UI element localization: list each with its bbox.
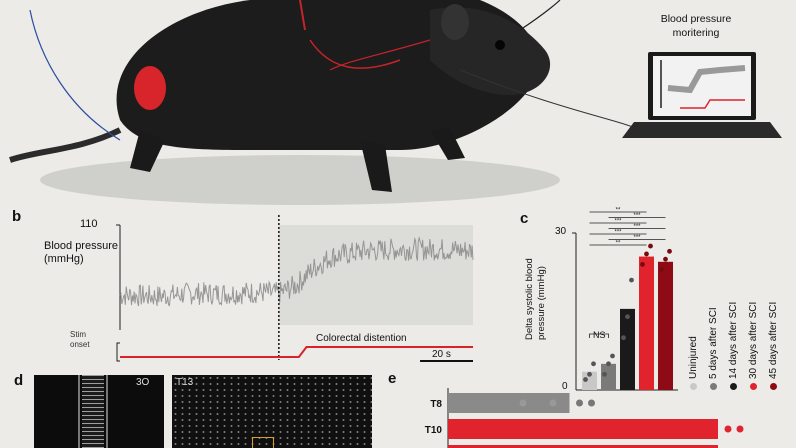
bar-3-point-0 [640,262,645,267]
hbar-2 [448,445,718,448]
ns-bracket [589,333,609,338]
bar-4-point-1 [663,256,668,262]
hbar-0-inner-point-1 [549,399,557,407]
panel-b-event-label: Colorectal distention [316,333,407,344]
hbar-0-point-1 [588,399,595,407]
bar-2-point-0 [621,335,626,341]
panel-b-letter: b [12,208,22,225]
bar-1 [601,363,616,390]
bar-3 [639,256,654,390]
bar-0-point-1 [587,371,592,377]
sig-mark-1: *** [633,235,641,241]
sig-mark-0: ** [616,241,621,247]
panel-c-y-tick-bottom: 0 [562,381,568,392]
blood-pressure-trace [116,215,474,362]
bar-1-point-0 [602,371,607,377]
sig-mark-6: ** [616,208,621,214]
bar-0-point-2 [591,361,596,367]
bar-4-point-0 [659,267,664,273]
bp-series-line [119,236,474,307]
legend-label: 14 days after SCI [728,301,739,379]
legend-label: Uninjured [688,336,699,379]
bar-4 [658,261,673,390]
hbar-1 [448,419,718,439]
bar-3-point-2 [648,243,653,249]
panel-e-letter: e [388,370,397,387]
bar-1-point-2 [610,353,615,359]
hbar-label-0: T8 [430,399,442,410]
bar-legend: Uninjured 5 days after SCI 14 days after S… [688,230,796,395]
distention-shade [278,225,473,325]
stim-bracket [116,342,120,362]
legend-item: 5 days after SCI [708,307,719,390]
bar-1-point-1 [606,361,611,367]
panel-c-y-tick-top: 30 [555,226,567,237]
legend-label: 5 days after SCI [708,307,719,379]
panel-b-y-tick-top: 110 [80,218,98,230]
panel-b-ylabel: Blood pressure (mmHg) [44,240,118,265]
panel-c-ylabel: Delta systolic blood pressure (mmHg) [524,258,547,340]
mouse-illustration [9,0,782,205]
legend-item: Uninjured [688,336,699,390]
panel-c-letter: c [520,210,529,227]
hbar-0 [448,393,570,413]
panel-d-letter: d [14,372,24,389]
hbar-1-point-0 [724,425,732,433]
micrograph-left-tag: 3O [136,377,150,388]
legend-label: 45 days after SCI [768,301,779,379]
distention-event-line [120,346,473,358]
sig-mark-2: *** [614,230,622,236]
legend-item: 45 days after SCI [768,302,779,390]
bar-4-point-2 [667,248,672,254]
hbar-label-1: T10 [425,425,443,436]
hbar-0-point-0 [576,399,583,407]
sig-mark-5: *** [633,213,641,219]
sig-mark-3: *** [633,224,641,230]
legend-item: 30 days after SCI [748,302,759,390]
monitor-title: Blood pressure moritering [660,13,732,39]
bar-2-point-2 [629,277,634,283]
bar-0-point-0 [583,377,588,382]
bar-2 [620,308,635,390]
bar-2-point-1 [625,314,630,320]
bar-0 [582,371,597,390]
hbar-1-point-1 [736,425,744,433]
panel-c-ns-label: NS [593,330,606,340]
micrograph-right-tag: T13 [176,377,194,388]
segment-bar-chart: T8T10T13 [425,388,744,448]
panel-b-stim-label: Stim onset [70,330,90,349]
bar-3-point-1 [644,251,649,257]
micrograph-left [34,375,164,448]
panel-b-scale-label: 20 s [432,349,451,360]
hbar-0-inner-point-0 [519,399,527,407]
delta-bp-bar-chart: ******************* [572,208,678,391]
legend-item: 14 days after SCI [728,302,739,390]
legend-label: 30 days after SCI [748,301,759,379]
sig-mark-4: *** [614,219,622,225]
micrograph-right [172,375,372,448]
